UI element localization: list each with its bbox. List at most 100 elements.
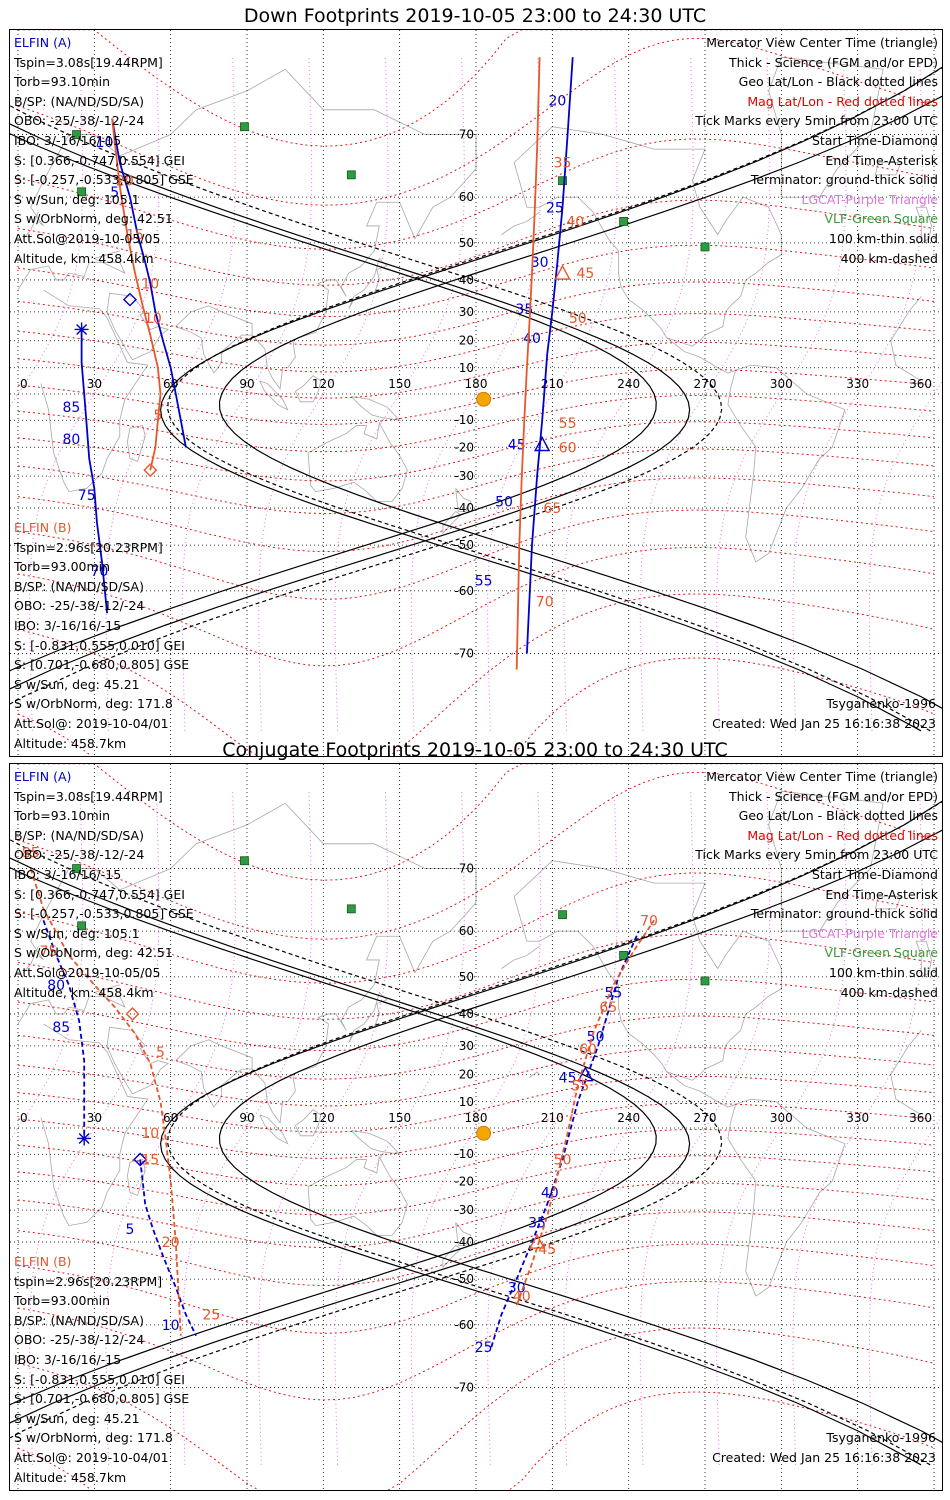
track-tick-label: 75 bbox=[40, 944, 58, 960]
info-line: VLF-Green Square bbox=[824, 945, 938, 961]
track-tick-label: 5 bbox=[110, 185, 119, 201]
track-tick-label: 20 bbox=[162, 1235, 180, 1251]
coastline bbox=[22, 211, 39, 240]
lon-tick-label: 330 bbox=[846, 377, 869, 391]
coastline bbox=[175, 305, 253, 374]
mag-parallel bbox=[18, 30, 934, 147]
info-line: Torb=93.10min bbox=[14, 74, 111, 90]
track-line bbox=[526, 57, 574, 654]
lon-tick-label: 150 bbox=[388, 1111, 411, 1125]
terminator bbox=[10, 800, 942, 1466]
coastlines bbox=[17, 790, 932, 1297]
track-tick-label: 65 bbox=[543, 501, 561, 517]
info-line: B/SP: (NA/ND/SD/SA) bbox=[14, 1312, 144, 1328]
info-line: Att.Sol@: 2019-10-04/01 bbox=[14, 1449, 169, 1465]
mag-meridian bbox=[487, 57, 618, 731]
info-line: LGCAT-Purple Triangle bbox=[801, 191, 939, 207]
track-tick-label: 40 bbox=[523, 331, 541, 347]
sun-marker bbox=[476, 1125, 492, 1141]
info-line: LGCAT-Purple Triangle bbox=[801, 925, 939, 941]
lon-tick-label: 270 bbox=[694, 377, 717, 391]
coastline bbox=[106, 1026, 170, 1095]
lat-tick-label: 40 bbox=[459, 273, 474, 287]
geo-grid bbox=[10, 30, 942, 756]
track-tick-label: 80 bbox=[47, 978, 65, 994]
lon-tick-label: 150 bbox=[388, 377, 411, 391]
track-tick-label: 25 bbox=[475, 1340, 493, 1356]
mag-parallel bbox=[17, 1075, 935, 1133]
mag-grid bbox=[17, 764, 935, 1490]
legend-info: Mercator View Center Time (triangle) Thic… bbox=[695, 767, 938, 1002]
down-footprints-map: 0 30 60 90 120 150 180 210 240 270 300 330 360 70 60 50… bbox=[10, 30, 942, 756]
mag-meridians bbox=[10, 57, 942, 731]
mag-parallel bbox=[17, 368, 935, 425]
track-series: 5 10 bbox=[125, 1152, 197, 1337]
info-line: Tick Marks every 5min from 23:00 UTC bbox=[695, 847, 938, 863]
info-line: S: [0.366,-0.747,0.554] GEI bbox=[14, 152, 185, 168]
track-line bbox=[515, 57, 541, 670]
track-tick-label: 10 bbox=[144, 311, 162, 327]
track-tick-label: 85 bbox=[22, 846, 40, 862]
axis-labels: 0 30 60 90 120 150 180 210 240 270 300 330 360 70 60 50… bbox=[20, 862, 932, 1395]
lon-tick-label: 240 bbox=[617, 1111, 640, 1125]
mag-meridian bbox=[334, 791, 465, 1465]
mag-meridian bbox=[258, 57, 389, 731]
info-line: Geo Lat/Lon - Black dotted lines bbox=[738, 808, 938, 824]
lat-tick-label: 30 bbox=[459, 1039, 474, 1053]
info-line: Att.Sol@2019-10-05/05 bbox=[14, 230, 161, 246]
lat-tick-label: 50 bbox=[459, 970, 474, 984]
info-line: S w/OrbNorm, deg: 171.8 bbox=[14, 1430, 173, 1446]
track-series: 20 25 30 35 40 45 50 55 bbox=[475, 57, 574, 654]
track-line bbox=[490, 930, 640, 1348]
terminator-line bbox=[167, 801, 942, 1466]
geo-grid bbox=[10, 764, 942, 1490]
coastline bbox=[259, 380, 289, 411]
track-tick-label: 45 bbox=[508, 438, 526, 454]
track-tick-label: 85 bbox=[63, 400, 81, 416]
mag-meridian bbox=[792, 791, 923, 1465]
coastline bbox=[727, 1098, 846, 1297]
elfin-a-info: ELFIN (A) Tspin=3.08s[19.44RPM] Torb=93.10… bbox=[14, 33, 194, 268]
mag-meridian bbox=[10, 57, 84, 408]
info-line: S: [-0.257,-0.533,0.805] GSE bbox=[14, 906, 194, 922]
vlf-station-marker bbox=[619, 951, 628, 960]
mag-meridian bbox=[639, 57, 771, 731]
lon-tick-label: 90 bbox=[239, 377, 254, 391]
mag-parallel bbox=[17, 547, 935, 667]
created-label: Created: Wed Jan 25 16:16:38 2023 bbox=[712, 716, 936, 731]
info-line: Att.Sol@: 2019-10-04/01 bbox=[14, 715, 169, 731]
mag-meridian bbox=[10, 791, 84, 1142]
track-series: 25 30 35 40 45 50 55 bbox=[475, 930, 640, 1356]
mag-parallel bbox=[17, 38, 935, 206]
info-line: Terminator: ground-thick solid bbox=[750, 906, 938, 922]
lon-tick-label: 120 bbox=[312, 1111, 335, 1125]
track-tick-label: 35 bbox=[515, 302, 533, 318]
mag-parallel bbox=[17, 477, 935, 553]
info-line: Start Time-Diamond bbox=[811, 866, 938, 882]
track-line bbox=[29, 868, 182, 1336]
lat-tick-label: 30 bbox=[459, 305, 474, 319]
vlf-station-marker bbox=[700, 976, 710, 986]
coastline bbox=[175, 1039, 253, 1108]
created-label: Created: Wed Jan 25 16:16:38 2023 bbox=[712, 1450, 936, 1465]
track-series: 80 85 bbox=[42, 919, 92, 1146]
info-line: OBO: -25/-38/-12/-24 bbox=[14, 847, 145, 863]
info-line: Thick - Science (FGM and/or EPD) bbox=[729, 788, 938, 804]
end-asterisk-marker bbox=[77, 1131, 92, 1146]
coastline bbox=[17, 984, 126, 1025]
lat-tick-label: 20 bbox=[459, 1068, 474, 1082]
info-line: S w/Sun, deg: 45.21 bbox=[14, 1410, 140, 1426]
track-tick-label: 40 bbox=[566, 214, 584, 230]
mag-meridian bbox=[868, 1114, 942, 1465]
elfin-b-info: ELFIN (B) tspin=2.96s[20.23RPM] Torb=93.00… bbox=[14, 1252, 189, 1487]
mag-parallel bbox=[17, 509, 935, 600]
mag-parallel bbox=[17, 199, 935, 286]
lon-tick-label: 30 bbox=[87, 1111, 102, 1125]
info-line: Tspin=3.08s[19.44RPM] bbox=[14, 788, 163, 804]
conjugate-footprints-map: 0 30 60 90 120 150 180 210 240 270 300 330 360 70 60 50… bbox=[10, 764, 942, 1490]
coastline bbox=[529, 337, 540, 344]
coastline bbox=[294, 375, 322, 403]
track-tick-label: 25 bbox=[202, 1308, 220, 1324]
track-line bbox=[111, 118, 162, 471]
lon-tick-label: 120 bbox=[312, 377, 335, 391]
